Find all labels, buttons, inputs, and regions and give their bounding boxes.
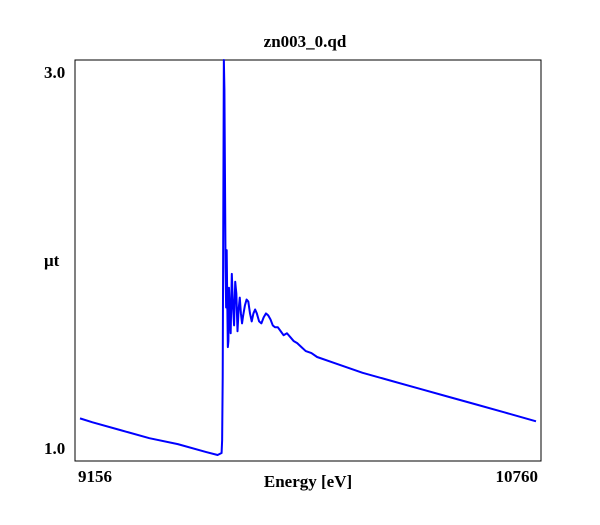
chart-title: zn003_0.qd xyxy=(264,32,347,51)
y-tick-bottom: 1.0 xyxy=(44,439,65,458)
x-axis-label: Energy [eV] xyxy=(264,472,352,491)
y-tick-top: 3.0 xyxy=(44,63,65,82)
x-tick-left: 9156 xyxy=(78,467,112,486)
series-line-0 xyxy=(79,59,537,457)
x-tick-right: 10760 xyxy=(496,467,539,486)
plot-frame xyxy=(74,59,542,462)
y-axis-label: μt xyxy=(44,251,60,270)
plot-layer xyxy=(79,59,537,457)
